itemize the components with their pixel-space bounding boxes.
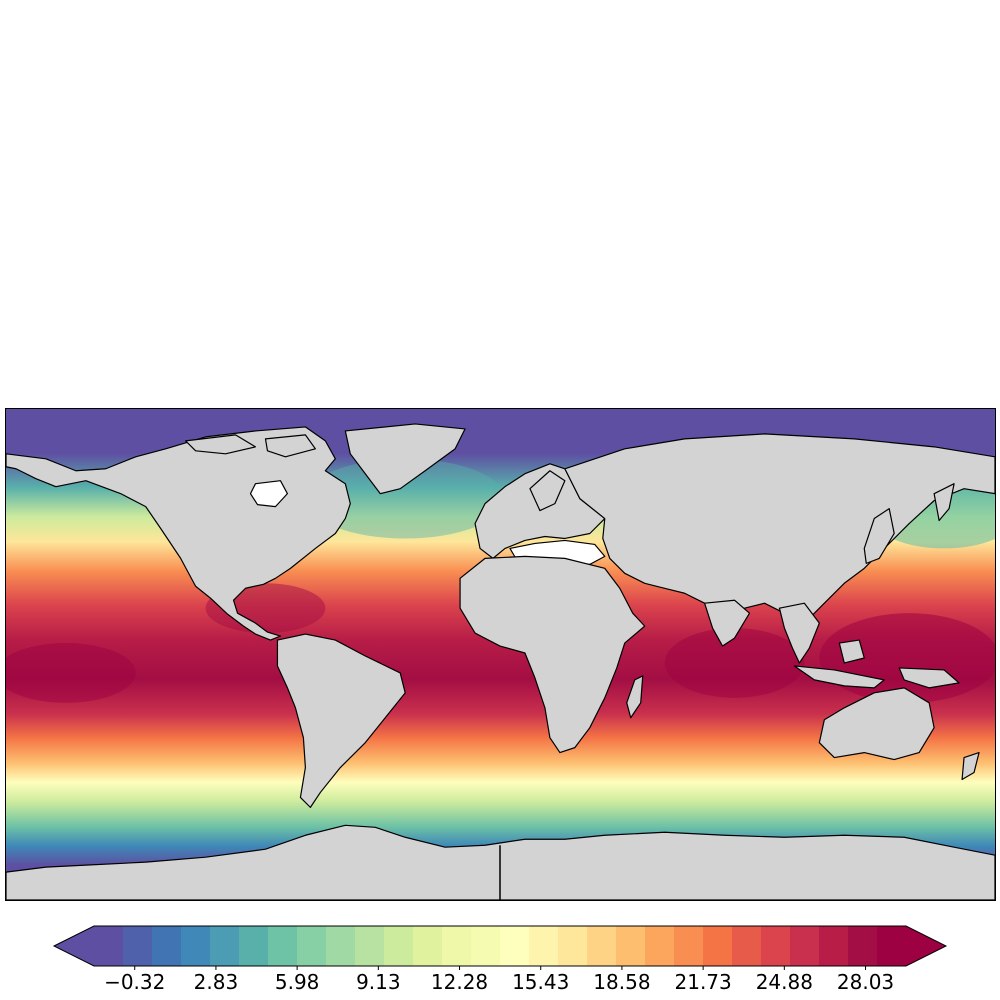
colorbar-segment bbox=[239, 926, 269, 966]
colorbar-tick-label: −0.32 bbox=[104, 970, 166, 994]
land-north-america bbox=[6, 426, 351, 641]
colorbar-segment bbox=[94, 926, 124, 966]
colorbar: −0.32 2.83 5.98 9.13 12.28 15.43 18.58 21.73 24.… bbox=[50, 922, 950, 1000]
land-scandinavia bbox=[529, 470, 566, 512]
colorbar-tick-label: 28.03 bbox=[836, 970, 895, 994]
colorbar-segment bbox=[500, 926, 530, 966]
colorbar-segment bbox=[587, 926, 617, 966]
land-se-asia bbox=[778, 602, 820, 664]
colorbar-tick-label: 9.13 bbox=[356, 970, 401, 994]
colorbar-segment bbox=[152, 926, 182, 966]
colorbar-segment bbox=[326, 926, 356, 966]
colorbar-segment bbox=[471, 926, 501, 966]
colorbar-tick-label: 2.83 bbox=[193, 970, 239, 994]
hudson-bay bbox=[249, 480, 289, 508]
colorbar-segment bbox=[703, 926, 733, 966]
land-kamchatka bbox=[933, 483, 955, 522]
colorbar-segment bbox=[761, 926, 791, 966]
colorbar-segment bbox=[819, 926, 849, 966]
colorbar-segment bbox=[732, 926, 762, 966]
colorbar-segment bbox=[848, 926, 878, 966]
warm-pool-indian bbox=[664, 628, 805, 698]
colorbar-segment bbox=[645, 926, 675, 966]
colorbar-tick-label: 12.28 bbox=[430, 970, 489, 994]
colorbar-segment bbox=[616, 926, 646, 966]
land-india bbox=[703, 599, 751, 647]
colorbar-svg bbox=[52, 925, 948, 970]
colorbar-extend-max bbox=[906, 926, 946, 966]
land-masses bbox=[6, 423, 995, 900]
colorbar-segment bbox=[123, 926, 153, 966]
colorbar-extend-min bbox=[54, 926, 94, 966]
land-greenland bbox=[344, 423, 466, 495]
land-new-zealand bbox=[961, 752, 980, 781]
colorbar-segment bbox=[297, 926, 327, 966]
colorbar-tick-label: 21.73 bbox=[674, 970, 732, 994]
colorbar-segment bbox=[413, 926, 443, 966]
land-australia bbox=[818, 687, 935, 761]
colorbar-segment bbox=[442, 926, 472, 966]
land-japan bbox=[863, 507, 895, 564]
n-atlantic-cool bbox=[305, 458, 505, 539]
colorbar-tick-label: 18.58 bbox=[593, 970, 651, 994]
colorbar-segment bbox=[355, 926, 385, 966]
land-south-america bbox=[276, 633, 406, 808]
colorbar-segment bbox=[877, 926, 907, 966]
colorbar-segment bbox=[674, 926, 704, 966]
colorbar-segment bbox=[268, 926, 298, 966]
colorbar-segment bbox=[558, 926, 588, 966]
colorbar-tick-label: 24.88 bbox=[755, 970, 813, 994]
land-arctic-islands bbox=[185, 434, 257, 455]
colorbar-segment bbox=[529, 926, 559, 966]
colorbar-tick-label: 5.98 bbox=[274, 970, 320, 994]
sst-map bbox=[5, 408, 996, 901]
map-canvas bbox=[6, 409, 995, 900]
colorbar-segment bbox=[210, 926, 240, 966]
land-africa bbox=[459, 555, 646, 754]
colorbar-segment bbox=[181, 926, 211, 966]
colorbar-segment bbox=[384, 926, 414, 966]
land-madagascar bbox=[626, 675, 644, 719]
colorbar-segment bbox=[790, 926, 820, 966]
warm-pool-east-pacific bbox=[6, 643, 136, 703]
land-indonesia bbox=[793, 665, 885, 689]
colorbar-tick-label: 15.43 bbox=[512, 970, 570, 994]
colorbar-outline bbox=[52, 925, 948, 967]
